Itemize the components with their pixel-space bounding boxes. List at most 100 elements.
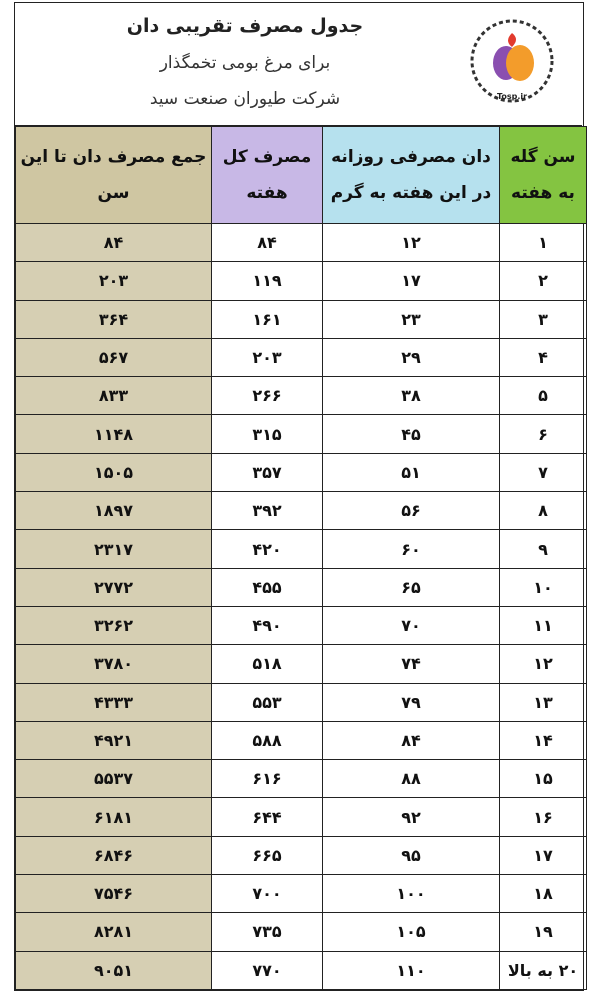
table-cell: ۴۲۰ <box>211 529 323 569</box>
table-cell: ۹۵ <box>322 835 500 876</box>
table-row: ۱۰ ۶۵ ۴۵۵ ۲۷۷۲ <box>15 567 587 607</box>
table-cell: ۳۹۲ <box>211 491 323 531</box>
logo: Tosp.ir <box>470 19 554 103</box>
table-cell: ۶۶۵ <box>211 835 323 876</box>
table-cell: ۶۸۴۶ <box>15 835 212 876</box>
table-cell: ۵۱ <box>322 452 500 493</box>
logo-wreath <box>470 19 554 103</box>
frame: Tosp.ir جدول مصرف تقریبی دان برای مرغ بو… <box>14 2 587 991</box>
table-cell: ۳۵۷ <box>211 452 323 493</box>
table-cell: ۱۶۱ <box>211 299 323 339</box>
table-cell: ۲ <box>499 261 587 301</box>
table-cell: ۵۶۷ <box>15 337 212 378</box>
header-row: سن گله به هفته دان مصرفی روزانه در این هف… <box>15 126 587 224</box>
table-cell: ۴۵۵ <box>211 567 323 607</box>
table-row: ۶ ۴۵ ۳۱۵ ۱۱۴۸ <box>15 414 587 454</box>
table-cell: ۴۳۳۳ <box>15 682 212 722</box>
table-cell: ۵۸۸ <box>211 720 323 761</box>
table-cell: ۱۸ <box>499 874 587 914</box>
table-cell: ۶۵ <box>322 567 500 607</box>
table-cell: ۷۳۵ <box>211 912 323 952</box>
table-cell: ۱۴ <box>499 720 587 761</box>
table-cell: ۱۹ <box>499 912 587 952</box>
table-row: ۱۴ ۸۴ ۵۸۸ ۴۹۲۱ <box>15 720 587 761</box>
table-cell: ۷۴ <box>322 644 500 684</box>
table-cell: ۱۷ <box>499 835 587 876</box>
table-cell: ۱۵۰۵ <box>15 452 212 493</box>
column-header: سن گله به هفته <box>499 126 587 224</box>
table-row: ۱۲ ۷۴ ۵۱۸ ۳۷۸۰ <box>15 644 587 684</box>
table-head: سن گله به هفته دان مصرفی روزانه در این هف… <box>15 126 587 224</box>
table-cell: ۸۴ <box>15 222 212 263</box>
table-cell: ۱۷ <box>322 261 500 301</box>
table-cell: ۱۲ <box>499 644 587 684</box>
table-cell: ۳۷۸۰ <box>15 644 212 684</box>
table-cell: ۷۰۰ <box>211 874 323 914</box>
table-cell: ۷۵۴۶ <box>15 874 212 914</box>
logo-comb <box>508 33 516 47</box>
column-header: دان مصرفی روزانه در این هفته به گرم <box>322 126 500 224</box>
table-row: ۱۸ ۱۰۰ ۷۰۰ ۷۵۴۶ <box>15 874 587 914</box>
logo-egg <box>506 45 534 81</box>
table-cell: ۷۹ <box>322 682 500 722</box>
table-cell: ۶ <box>499 414 587 454</box>
table-cell: ۴۵ <box>322 414 500 454</box>
table-cell: ۱۰ <box>499 567 587 607</box>
table-cell: ۲۰۳ <box>211 337 323 378</box>
table-row: ۱۱ ۷۰ ۴۹۰ ۳۲۶۲ <box>15 605 587 646</box>
table-row: ۱۵ ۸۸ ۶۱۶ ۵۵۳۷ <box>15 759 587 799</box>
table-cell: ۶۱۸۱ <box>15 797 212 837</box>
table-cell: ۱۰۰ <box>322 874 500 914</box>
table-cell: ۸۲۸۱ <box>15 912 212 952</box>
table-cell: ۲۰ به بالا <box>499 950 587 990</box>
table-cell: ۳ <box>499 299 587 339</box>
table-cell: ۸۴ <box>211 222 323 263</box>
table-cell: ۱۰۵ <box>322 912 500 952</box>
table-row: ۹ ۶۰ ۴۲۰ ۲۳۱۷ <box>15 529 587 569</box>
table-cell: ۱۱۴۸ <box>15 414 212 454</box>
column-header: جمع مصرف دان تا این سن <box>15 126 212 224</box>
column-header: مصرف کل هفته <box>211 126 323 224</box>
table-cell: ۱۸۹۷ <box>15 491 212 531</box>
table-cell: ۴۹۰ <box>211 605 323 646</box>
table-row: ۱۳ ۷۹ ۵۵۳ ۴۳۳۳ <box>15 682 587 722</box>
table-cell: ۴۹۲۱ <box>15 720 212 761</box>
table-cell: ۱۲ <box>322 222 500 263</box>
table-cell: ۵۵۳ <box>211 682 323 722</box>
table-cell: ۱۱ <box>499 605 587 646</box>
table-cell: ۲۷۷۲ <box>15 567 212 607</box>
table-cell: ۷ <box>499 452 587 493</box>
table-cell: ۷۰ <box>322 605 500 646</box>
subtitle: برای مرغ بومی تخمگذار <box>159 53 331 73</box>
table-row: ۳ ۲۳ ۱۶۱ ۳۶۴ <box>15 299 587 339</box>
table-body: ۱ ۱۲ ۸۴ ۸۴ ۲ ۱۷ ۱۱۹ ۲۰۳ ۳ ۲۳ ۱۶۱ ۳۶۴ ۴ ۲۹ ۲۰۳ ۵۶۷ ۵ ۳۸ ۲۶۶… <box>15 222 587 990</box>
table-cell: ۸ <box>499 491 587 531</box>
table-cell: ۷۷۰ <box>211 950 323 990</box>
table-cell: ۲۰۳ <box>15 261 212 301</box>
table-cell: ۳۸ <box>322 376 500 416</box>
company: شرکت طیوران صنعت سید <box>149 89 341 109</box>
table-cell: ۳۲۶۲ <box>15 605 212 646</box>
table-row: ۸ ۵۶ ۳۹۲ ۱۸۹۷ <box>15 491 587 531</box>
table-cell: ۳۱۵ <box>211 414 323 454</box>
table-cell: ۸۴ <box>322 720 500 761</box>
table-cell: ۲۹ <box>322 337 500 378</box>
table-cell: ۶۱۶ <box>211 759 323 799</box>
table-cell: ۴ <box>499 337 587 378</box>
table-cell: ۱۱۹ <box>211 261 323 301</box>
table-cell: ۸۸ <box>322 759 500 799</box>
table-row: ۵ ۳۸ ۲۶۶ ۸۳۳ <box>15 376 587 416</box>
title: جدول مصرف تقریبی دان <box>126 15 364 37</box>
table-cell: ۳۶۴ <box>15 299 212 339</box>
table-cell: ۶۰ <box>322 529 500 569</box>
table-row: ۱۶ ۹۲ ۶۴۴ ۶۱۸۱ <box>15 797 587 837</box>
table-cell: ۶۴۴ <box>211 797 323 837</box>
table-cell: ۵ <box>499 376 587 416</box>
table-cell: ۱۵ <box>499 759 587 799</box>
table-cell: ۵۶ <box>322 491 500 531</box>
table-row: ۱ ۱۲ ۸۴ ۸۴ <box>15 222 587 263</box>
table-row: ۷ ۵۱ ۳۵۷ ۱۵۰۵ <box>15 452 587 493</box>
table-cell: ۸۳۳ <box>15 376 212 416</box>
table-row: ۲۰ به بالا ۱۱۰ ۷۷۰ ۹۰۵۱ <box>15 950 587 990</box>
